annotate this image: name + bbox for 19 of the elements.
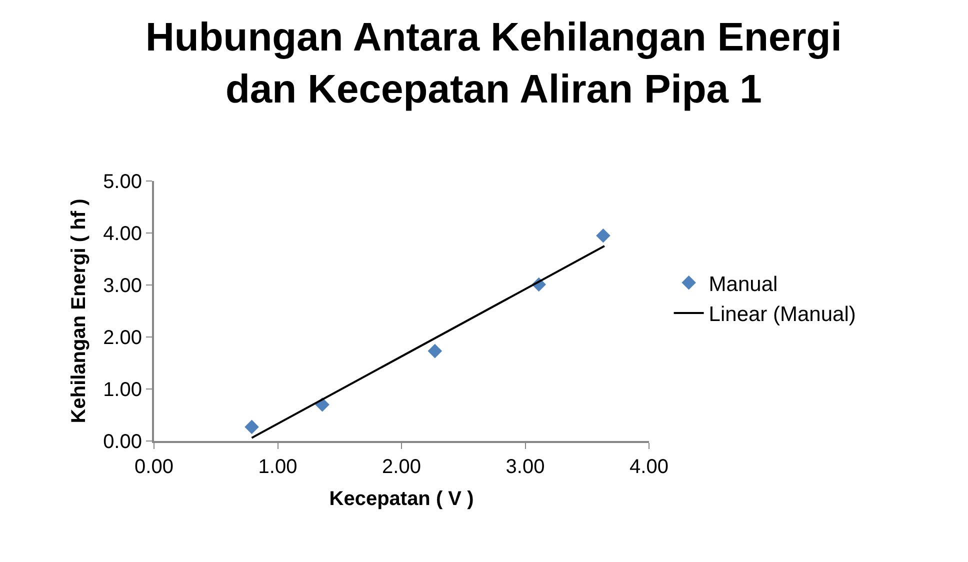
y-tick-label: 4.00 — [103, 223, 142, 245]
y-tick-label: 0.00 — [103, 431, 142, 453]
y-tick-label: 3.00 — [103, 275, 142, 297]
x-tick-label: 0.00 — [134, 456, 174, 478]
x-tick-label: 3.00 — [506, 456, 545, 478]
x-tick-label: 2.00 — [382, 456, 421, 478]
x-tick-label: 1.00 — [258, 456, 298, 478]
y-tick-label: 1.00 — [103, 379, 142, 401]
y-tick-label: 5.00 — [103, 171, 142, 193]
chart-title: Hubungan Antara Kehilangan Energi dan Kecepatan Aliran Pipa 1 — [146, 16, 842, 112]
point — [596, 228, 610, 243]
point — [428, 344, 442, 358]
x-axis-title: Kecepatan ( V ) — [329, 488, 474, 510]
legend-label: Linear (Manual) — [708, 303, 856, 326]
y-axis-title: Kehilangan Energi ( hf ) — [68, 198, 90, 424]
legend-label: Manual — [708, 272, 778, 296]
point — [244, 420, 259, 434]
x-tick-label: 4.00 — [630, 456, 668, 478]
y-tick-label: 2.00 — [103, 327, 142, 349]
